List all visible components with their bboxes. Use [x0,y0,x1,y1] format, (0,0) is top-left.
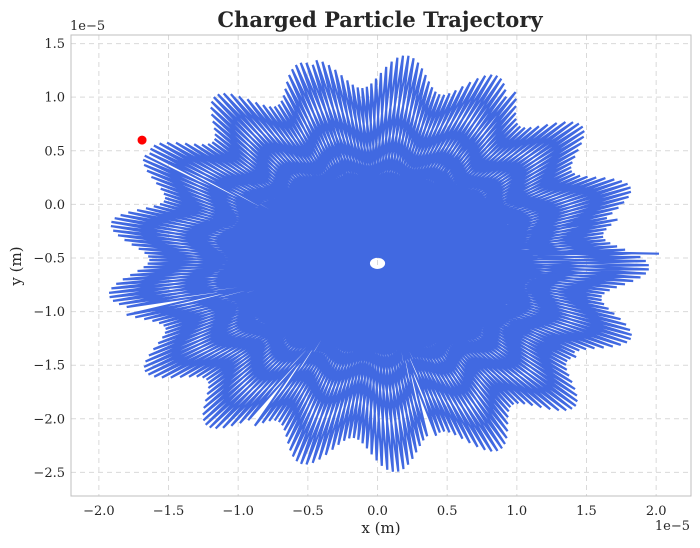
y-offset-label: 1e−5 [70,19,105,34]
y-tick-label: −1.5 [33,359,65,374]
x-tick-label: −1.5 [153,504,185,519]
x-tick-label: 0.5 [437,504,458,519]
y-tick-label: −2.0 [33,412,65,427]
plot-frame [70,34,692,497]
y-tick-label: 0.0 [44,198,65,213]
y-tick-label: 1.0 [44,91,65,106]
y-tick-label: 1.5 [44,37,65,52]
x-axis-title: x (m) [361,519,400,537]
x-tick-label: 1.5 [576,504,597,519]
y-tick-label: −2.5 [33,466,65,481]
axis-ticks: −2.0 −1.5 −1.0 −0.5 0.0 0.5 1.0 1.5 2.0 1.5 1.0 0.5… [33,37,666,519]
trajectory-line [108,55,660,472]
x-tick-label: 2.0 [646,504,667,519]
series-layer [108,55,660,472]
y-tick-label: 0.5 [44,144,65,159]
chart-title: Charged Particle Trajectory [217,7,543,32]
x-tick-label: −1.0 [222,504,254,519]
x-tick-label: 1.0 [506,504,527,519]
x-tick-label: −0.5 [292,504,324,519]
x-tick-label: 0.0 [367,504,388,519]
y-tick-label: −1.0 [33,305,65,320]
x-tick-label: −2.0 [83,504,115,519]
x-offset-label: 1e−5 [655,519,690,534]
y-tick-label: −0.5 [33,251,65,266]
start-marker [137,135,147,145]
y-axis-title: y (m) [7,246,25,286]
